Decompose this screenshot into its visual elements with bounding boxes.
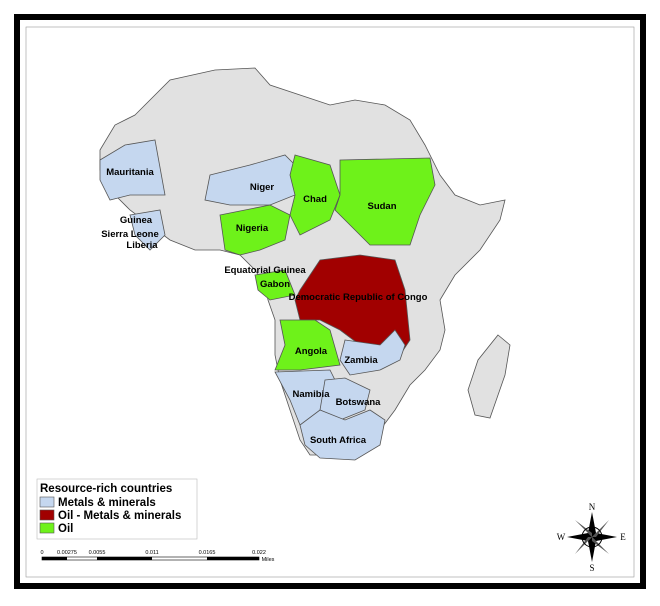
scale-label: 0.022 xyxy=(252,550,266,556)
compass: N S E W xyxy=(557,502,627,573)
country-label: Niger xyxy=(250,182,275,193)
country-label: Angola xyxy=(295,346,328,357)
compass-arm xyxy=(575,520,592,537)
legend-swatch xyxy=(39,496,55,508)
scale-label: 0 xyxy=(40,550,43,556)
compass-label: W xyxy=(557,532,566,542)
legend-label: Metals & minerals xyxy=(58,497,156,509)
compass-label: N xyxy=(589,502,596,512)
zambia-shape xyxy=(339,329,406,376)
country-label: Zambia xyxy=(344,355,378,366)
nigeria-shape xyxy=(219,204,291,256)
compass-arm xyxy=(588,537,596,562)
compass-arm xyxy=(592,520,609,537)
compass-ring xyxy=(581,526,603,548)
compass-arm xyxy=(588,512,596,537)
scale-label: 0.0055 xyxy=(89,550,106,556)
country-label: Equatorial Guinea xyxy=(224,265,306,276)
country-label: Liberia xyxy=(126,240,158,251)
inner-frame xyxy=(25,26,635,578)
scale-segment xyxy=(97,557,152,560)
scale-segment xyxy=(42,557,67,560)
scale-label: 0.00275 xyxy=(57,550,77,556)
compass-arm xyxy=(567,533,592,541)
compass-label: S xyxy=(589,563,594,573)
legend-label: Oil xyxy=(58,523,73,535)
legend-swatch xyxy=(39,509,55,521)
sudan-shape xyxy=(334,157,436,246)
scale-unit: Miles xyxy=(262,557,275,563)
scale-label: 0.0165 xyxy=(199,550,216,556)
angola-shape xyxy=(274,319,341,371)
legend-swatch xyxy=(39,522,55,534)
gabon-shape xyxy=(254,269,296,301)
country-label: Gabon xyxy=(260,279,290,290)
compass-arm xyxy=(592,537,609,554)
country-label: Democratic Republic of Congo xyxy=(289,292,428,303)
country-label: Nigeria xyxy=(236,223,269,234)
africa xyxy=(99,67,511,461)
west-africa-shape xyxy=(129,209,166,251)
legend-title: Resource-rich countries xyxy=(40,483,172,495)
scale-label: 0.011 xyxy=(145,550,158,556)
country-label: Namibia xyxy=(293,389,331,400)
compass-arm xyxy=(592,533,617,541)
compass-label: E xyxy=(620,532,626,542)
chad-shape xyxy=(289,154,341,236)
south-africa-shape xyxy=(299,409,386,461)
country-label: Mauritania xyxy=(106,167,154,178)
legend-label: Oil - Metals & minerals xyxy=(58,510,181,522)
country-label: Botswana xyxy=(336,397,382,408)
compass-arm xyxy=(575,537,592,554)
country-label: Guinea xyxy=(120,215,153,226)
scale-segment xyxy=(207,557,259,560)
madagascar xyxy=(467,334,511,419)
legend: Resource-rich countries Metals & mineral… xyxy=(36,478,198,540)
country-label: South Africa xyxy=(310,435,367,446)
country-label: Chad xyxy=(303,194,327,205)
country-label: Sudan xyxy=(367,201,396,212)
legend-box xyxy=(36,478,198,540)
mauritania-shape xyxy=(99,139,166,201)
country-label: Sierra Leone xyxy=(101,229,159,240)
